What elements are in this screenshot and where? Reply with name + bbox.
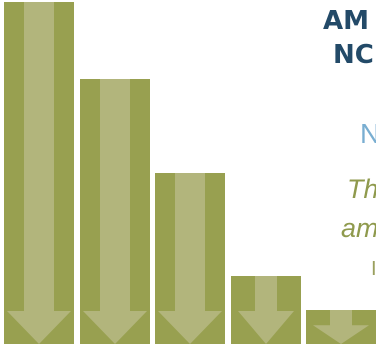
italic-line-2: am	[341, 213, 376, 243]
down-arrow-icon	[238, 276, 294, 344]
subtitle-text: N	[360, 118, 376, 149]
down-arrow-icon	[158, 173, 222, 344]
down-arrow-icon	[313, 310, 369, 344]
title-line-1: AM	[323, 6, 369, 36]
italic-line-1: Th	[347, 174, 376, 204]
down-arrow-icon	[83, 79, 147, 344]
small-text: I	[371, 258, 376, 280]
title-line-2: NC	[333, 40, 374, 70]
down-arrow-icon	[7, 2, 71, 344]
